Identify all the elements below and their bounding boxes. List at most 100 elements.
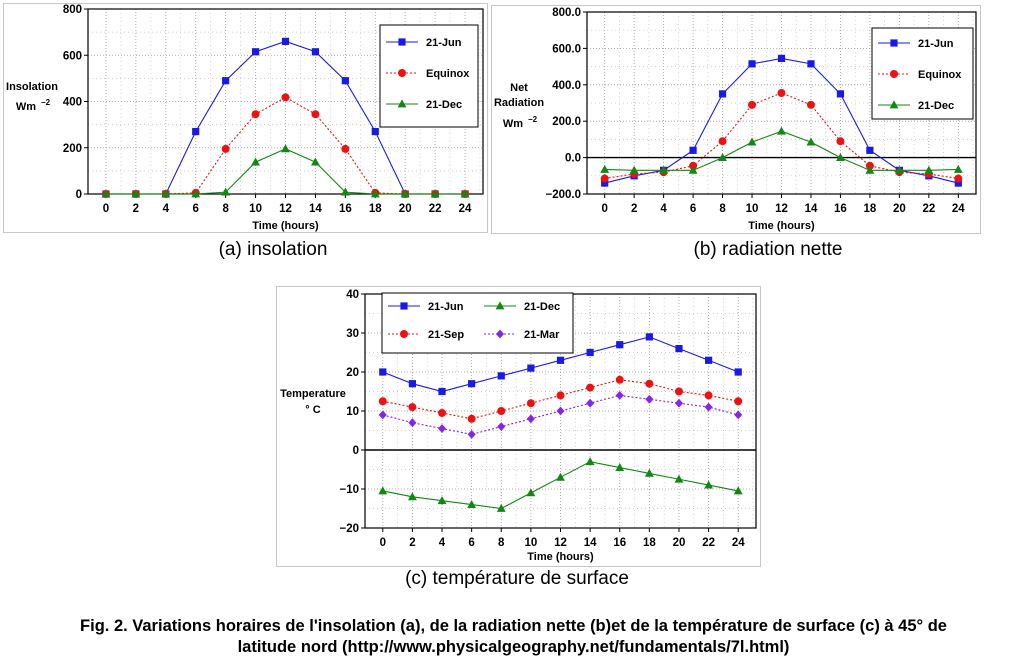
chart-c-data-point xyxy=(615,462,625,471)
chart-c-xtick-label: 4 xyxy=(439,537,446,549)
chart-a-data-point xyxy=(400,189,410,198)
chart-c-xtick-label: 6 xyxy=(468,537,474,549)
chart-c-data-point xyxy=(438,424,447,433)
chart-a-ytick-label: 800 xyxy=(63,4,82,16)
chart-c-data-point xyxy=(437,496,447,505)
subcaption-b: (b) radiation nette xyxy=(693,239,843,260)
chart-b-ytick-label: −200.0 xyxy=(546,189,582,201)
chart-a-data-point xyxy=(371,127,379,136)
chart-b-data-point xyxy=(777,54,786,63)
chart-b-data-point xyxy=(806,100,815,109)
chart-c-data-point xyxy=(408,380,416,388)
figure-caption-line-1: Fig. 2. Variations horaires de l'insolat… xyxy=(80,617,947,635)
chart-c-legend: 21-Jun 21-Dec 21-Sep 21-Mar xyxy=(381,292,574,354)
chart-a-data-point xyxy=(311,110,320,119)
chart-c-series-21-mar xyxy=(378,391,743,439)
chart-b-data-point xyxy=(747,137,757,146)
chart-a-legend-swatch-marker xyxy=(398,38,406,46)
chart-b-data-point xyxy=(601,179,609,187)
chart-b-legend-label: 21-Jun xyxy=(918,38,954,50)
chart-c-data-point xyxy=(675,345,683,353)
chart-a-xtick-label: 4 xyxy=(163,203,170,215)
chart-a-ylabel-unit: Wm xyxy=(16,101,36,113)
chart-b-xtick-label: 12 xyxy=(775,203,788,215)
chart-c-data-point xyxy=(645,394,654,404)
chart-a-xlabel: Time (hours) xyxy=(252,220,319,232)
chart-c-data-point xyxy=(438,387,446,396)
chart-a-xtick-label: 8 xyxy=(222,203,229,215)
chart-b-data-point xyxy=(836,90,845,98)
chart-a-data-point xyxy=(281,37,290,45)
chart-b-xtick-label: 6 xyxy=(690,203,696,215)
chart-c-data-point xyxy=(526,488,536,497)
chart-c-data-point xyxy=(645,333,653,341)
chart-b-xtick-label: 2 xyxy=(631,203,637,215)
chart-b-xtick-label: 16 xyxy=(834,203,847,215)
chart-b-data-point xyxy=(718,137,727,146)
chart-a-ytick-label: 400 xyxy=(63,97,82,109)
chart-a-data-point xyxy=(221,187,231,196)
chart-b-ylabel-unit-exponent: −2 xyxy=(528,115,538,124)
chart-c-ytick-label: 0 xyxy=(353,445,359,457)
chart-c-data-point xyxy=(408,418,417,428)
chart-b-ylabel: Net xyxy=(510,82,528,94)
chart-b-data-point xyxy=(718,153,727,161)
chart-a-xtick-label: 24 xyxy=(459,203,472,215)
chart-a-data-point xyxy=(221,144,230,153)
chart-a-data-point xyxy=(281,144,290,153)
chart-a-xtick-label: 0 xyxy=(103,203,109,215)
chart-c-series-21-dec xyxy=(378,457,743,512)
chart-a-xtick-label: 10 xyxy=(249,203,262,215)
chart-b-data-point xyxy=(777,88,786,97)
chart-b-data-point xyxy=(689,146,697,154)
chart-c-xtick-label: 22 xyxy=(702,537,715,549)
chart-a-ylabel-unit-exponent: −2 xyxy=(41,98,51,107)
chart-b-data-point xyxy=(806,137,816,146)
chart-b-data-point xyxy=(836,137,845,146)
chart-c-data-point xyxy=(586,398,595,408)
chart-b-data-point xyxy=(748,100,757,109)
chart-c-ytick-label: 20 xyxy=(346,367,359,379)
chart-c-xtick-label: 8 xyxy=(498,537,505,549)
chart-c-data-point xyxy=(526,399,535,408)
chart-b-data-point xyxy=(954,174,963,183)
chart-a-legend-swatch-marker xyxy=(397,99,407,108)
chart-a-legend-label: Equinox xyxy=(426,68,470,80)
chart-a-data-point xyxy=(101,189,111,198)
chart-c-legend-label: 21-Dec xyxy=(524,301,560,313)
chart-c-legend-swatch-marker xyxy=(400,330,408,338)
chart-c-xtick-label: 24 xyxy=(732,537,745,549)
chart-a-xtick-label: 2 xyxy=(133,203,139,215)
chart-a-xtick-label: 6 xyxy=(193,203,199,215)
chart-c-xtick-label: 10 xyxy=(524,537,537,549)
chart-a-ytick-label: 200 xyxy=(63,143,82,155)
chart-b-data-point xyxy=(777,126,786,135)
chart-a-data-point xyxy=(281,93,290,102)
chart-c-data-point xyxy=(556,406,565,416)
chart-b-xtick-label: 18 xyxy=(864,203,877,215)
chart-a-xtick-label: 20 xyxy=(399,203,412,215)
chart-a-data-point xyxy=(222,77,230,85)
chart-a-data-point xyxy=(460,189,470,198)
chart-a-xtick-label: 18 xyxy=(369,203,382,215)
chart-c-data-point xyxy=(734,410,743,420)
chart-a-data-point xyxy=(161,189,171,198)
chart-b-xtick-label: 10 xyxy=(746,203,759,215)
chart-b-data-point xyxy=(688,165,698,174)
chart-c-data-point xyxy=(378,486,388,495)
chart-b-ytick-label: 0.0 xyxy=(565,153,581,165)
chart-a-data-point xyxy=(430,189,440,198)
chart-c-data-point xyxy=(733,486,743,495)
chart-c-data-point xyxy=(615,391,624,400)
chart-a-data-point xyxy=(191,189,201,198)
chart-a-data-point xyxy=(341,144,350,153)
chart-b-legend: 21-Jun Equinox 21-Dec xyxy=(871,27,974,120)
chart-a-data-point xyxy=(311,48,320,56)
chart-a-data-point xyxy=(251,110,260,119)
chart-b-data-point xyxy=(836,153,845,161)
chart-b-data-point xyxy=(629,165,639,174)
chart-c-data-point xyxy=(527,364,535,372)
chart-c-data-point xyxy=(408,403,417,412)
chart-a-data-point xyxy=(251,48,260,56)
